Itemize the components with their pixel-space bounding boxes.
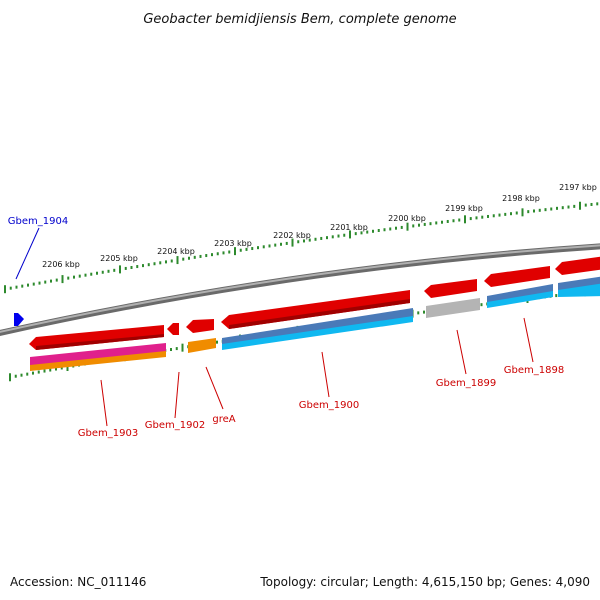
tick-label: 2206 kbp <box>42 260 80 269</box>
outer-scale-ring <box>4 201 599 294</box>
gene-arrow-grea[interactable] <box>186 319 214 333</box>
gene-arrow-gbem-1904[interactable] <box>14 313 24 326</box>
tick-label: 2201 kbp <box>330 223 368 232</box>
tick-label: 2199 kbp <box>445 204 483 213</box>
cds-bar-gbem-1903-magenta <box>30 343 166 366</box>
cds-bar-next-steel <box>558 276 600 291</box>
leader-line <box>321 351 330 398</box>
tick-label: 2198 kbp <box>502 194 540 203</box>
genome-backbone <box>0 243 600 336</box>
leader-line <box>15 227 40 280</box>
leader-line <box>100 379 108 427</box>
gene-label-gbem-1898[interactable]: Gbem_1898 <box>504 365 564 376</box>
gene-label-gbem-1899[interactable]: Gbem_1899 <box>436 378 496 389</box>
cds-bar-gbem-1899-grey <box>426 298 480 318</box>
gene-label-grea[interactable]: greA <box>212 414 235 425</box>
tick-label: 2205 kbp <box>100 254 138 263</box>
cds-bar-gbem-1903-orange <box>30 351 166 371</box>
genome-backbone-highlight <box>0 244 600 333</box>
tick-label: 2200 kbp <box>388 214 426 223</box>
cds-bar-next-cyan <box>558 283 600 297</box>
genome-summary-text: Topology: circular; Length: 4,615,150 bp… <box>259 575 590 589</box>
tick-label: 2203 kbp <box>214 239 252 248</box>
gene-label-gbem-1902[interactable]: Gbem_1902 <box>145 420 205 431</box>
cds-bar-grea-orange <box>188 338 216 353</box>
gene-arrow-next[interactable] <box>555 256 600 275</box>
accession-text: Accession: NC_011146 <box>10 575 146 589</box>
leader-line <box>456 329 467 375</box>
cds-bar-gbem-1898-steel <box>487 284 553 303</box>
gene-arrow-gbem-1900[interactable] <box>221 290 410 329</box>
gene-arrow-gbem-1902[interactable] <box>167 323 179 335</box>
tick-label: 2197 kbp <box>559 183 597 192</box>
tick-label: 2204 kbp <box>157 247 195 256</box>
gene-arrow-gbem-1899[interactable] <box>424 279 477 298</box>
leader-line <box>205 366 224 410</box>
leader-line <box>174 371 180 419</box>
leader-line <box>523 317 534 363</box>
gene-arrow-gbem-1898[interactable] <box>484 266 550 287</box>
gene-arrow-gbem-1903-shade <box>36 334 164 350</box>
cds-bar-gbem-1900-steel <box>222 308 413 345</box>
map-title: Geobacter bemidjiensis Bem, complete gen… <box>143 12 456 27</box>
gene-label-gbem-1900[interactable]: Gbem_1900 <box>299 400 359 411</box>
cds-bar-gbem-1900-cyan <box>222 316 413 350</box>
cds-bar-gbem-1898-cyan <box>487 291 553 308</box>
gene-arrow-gbem-1900-shade <box>229 299 410 329</box>
gene-label-gbem-1903[interactable]: Gbem_1903 <box>78 428 138 439</box>
tick-label: 2202 kbp <box>273 231 311 240</box>
gene-label-gbem-1904[interactable]: Gbem_1904 <box>8 216 68 227</box>
